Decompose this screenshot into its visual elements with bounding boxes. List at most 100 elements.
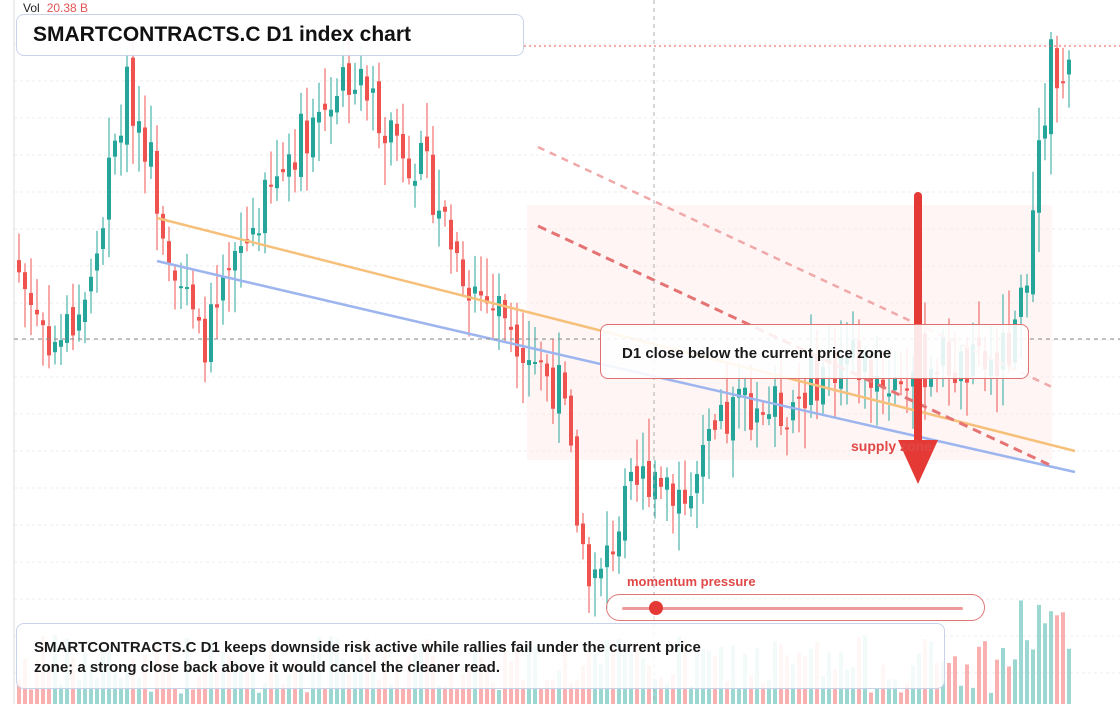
- volume-bar: [653, 678, 657, 704]
- candle-body: [269, 184, 273, 187]
- candle-body: [329, 109, 333, 117]
- candle-body: [527, 360, 531, 366]
- volume-bar: [287, 674, 291, 704]
- candle-body: [41, 320, 45, 326]
- candle-body: [233, 250, 237, 271]
- candle-body: [437, 210, 441, 219]
- price-zone-callout[interactable]: D1 close below the current price zone: [600, 324, 1029, 379]
- candle-body: [479, 291, 483, 296]
- volume-bar: [539, 688, 543, 704]
- candle-body: [515, 324, 519, 357]
- volume-readout: Vol 20.38 B: [23, 1, 88, 15]
- volume-bar: [521, 680, 525, 704]
- candle-body: [155, 150, 159, 214]
- chart-title-box: SMARTCONTRACTS.C D1 index chart: [16, 14, 524, 56]
- volume-bar: [1049, 611, 1053, 704]
- down-arrow-head-icon: [898, 440, 938, 484]
- volume-bar: [767, 680, 771, 704]
- volume-bar: [401, 688, 405, 704]
- volume-bar: [1061, 612, 1065, 704]
- momentum-slider[interactable]: [606, 594, 985, 621]
- candle-body: [521, 348, 525, 363]
- candle-body: [287, 154, 291, 177]
- volume-bar: [137, 678, 141, 704]
- volume-bar: [1067, 648, 1071, 704]
- volume-bar: [95, 678, 99, 704]
- candle-body: [659, 477, 663, 487]
- candle-body: [83, 299, 87, 322]
- candle-body: [143, 127, 147, 162]
- volume-bar: [1037, 604, 1041, 704]
- candle-body: [389, 120, 393, 143]
- dashed-lower-channel[interactable]: [537, 224, 1053, 468]
- candle-body: [707, 429, 711, 441]
- candle-body: [341, 67, 345, 91]
- volume-bar: [671, 674, 675, 704]
- volume-bar: [197, 675, 201, 704]
- candle-body: [725, 401, 729, 434]
- candle-body: [821, 366, 825, 405]
- candle-body: [635, 466, 639, 485]
- candle-body: [467, 287, 471, 301]
- volume-bar: [947, 662, 951, 704]
- candle-body: [689, 496, 693, 509]
- candle-body: [71, 307, 75, 336]
- candle-body: [809, 354, 813, 405]
- candle-body: [215, 304, 219, 308]
- momentum-knob[interactable]: [649, 601, 664, 615]
- volume-bar: [77, 680, 81, 704]
- candle-body: [1049, 39, 1053, 135]
- candle-body: [113, 140, 117, 157]
- momentum-track-line: [622, 607, 963, 610]
- candle-body: [803, 392, 807, 409]
- candle-body: [35, 309, 39, 315]
- candle-body: [563, 372, 567, 399]
- volume-bar: [173, 688, 177, 704]
- candle-body: [773, 386, 777, 417]
- candle-body: [167, 241, 171, 265]
- volume-bar: [575, 680, 579, 704]
- vol-label: Vol: [23, 1, 40, 15]
- volume-bar: [1031, 649, 1035, 704]
- candle-body: [419, 142, 423, 175]
- candle-body: [695, 474, 699, 494]
- candle-body: [359, 68, 363, 86]
- candle-body: [1043, 125, 1047, 139]
- candle-body: [737, 388, 741, 398]
- candle-body: [671, 483, 675, 506]
- candle-body: [539, 360, 543, 363]
- candle-body: [641, 466, 645, 479]
- candle-body: [293, 162, 297, 170]
- candle-body: [275, 176, 279, 189]
- candle-body: [617, 531, 621, 557]
- candle-body: [497, 296, 501, 317]
- volume-bar: [977, 646, 981, 704]
- volume-bar: [995, 659, 999, 704]
- volume-bar: [899, 692, 903, 704]
- candle-body: [431, 154, 435, 215]
- candle-body: [797, 396, 801, 399]
- volume-bar: [443, 686, 447, 704]
- volume-bar: [257, 692, 261, 704]
- volume-bar: [149, 691, 153, 704]
- candle-body: [191, 284, 195, 310]
- volume-bar: [437, 685, 441, 704]
- volume-bar: [179, 693, 183, 704]
- candle-body: [347, 63, 351, 95]
- candle-body: [611, 551, 615, 555]
- candle-body: [353, 89, 357, 94]
- price-zone-label: D1 close below the current price zone: [622, 345, 892, 362]
- volume-bar: [905, 683, 909, 704]
- volume-bar: [689, 686, 693, 704]
- candle-body: [461, 259, 465, 287]
- candle-body: [899, 381, 903, 385]
- volume-bar: [887, 679, 891, 704]
- candle-body: [95, 253, 99, 271]
- candle-body: [1031, 210, 1035, 295]
- candle-body: [29, 293, 33, 305]
- analysis-note: SMARTCONTRACTS.C D1 keeps downside risk …: [34, 639, 701, 676]
- candle-body: [647, 460, 651, 497]
- candle-body: [149, 142, 153, 167]
- candle-body: [197, 317, 201, 321]
- candle-body: [401, 134, 405, 159]
